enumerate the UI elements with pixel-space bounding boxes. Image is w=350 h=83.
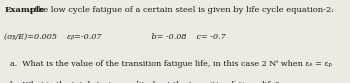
Text: Example: Example bbox=[4, 6, 45, 14]
Text: a.  What is the value of the transition fatigue life, in this case 2 Nᵗ when εₑ : a. What is the value of the transition f… bbox=[10, 60, 332, 68]
Text: (σᵦ/E)=0.005    εᵦ=-0.07                    b= -0.08    c= -0.7: (σᵦ/E)=0.005 εᵦ=-0.07 b= -0.08 c= -0.7 bbox=[4, 33, 226, 41]
Text: b.  What is the total strain amplitude at the transition fatigue life?: b. What is the total strain amplitude at… bbox=[10, 81, 280, 83]
Text: : the low cycle fatigue of a certain steel is given by life cycle equation-2:: : the low cycle fatigue of a certain ste… bbox=[29, 6, 334, 14]
